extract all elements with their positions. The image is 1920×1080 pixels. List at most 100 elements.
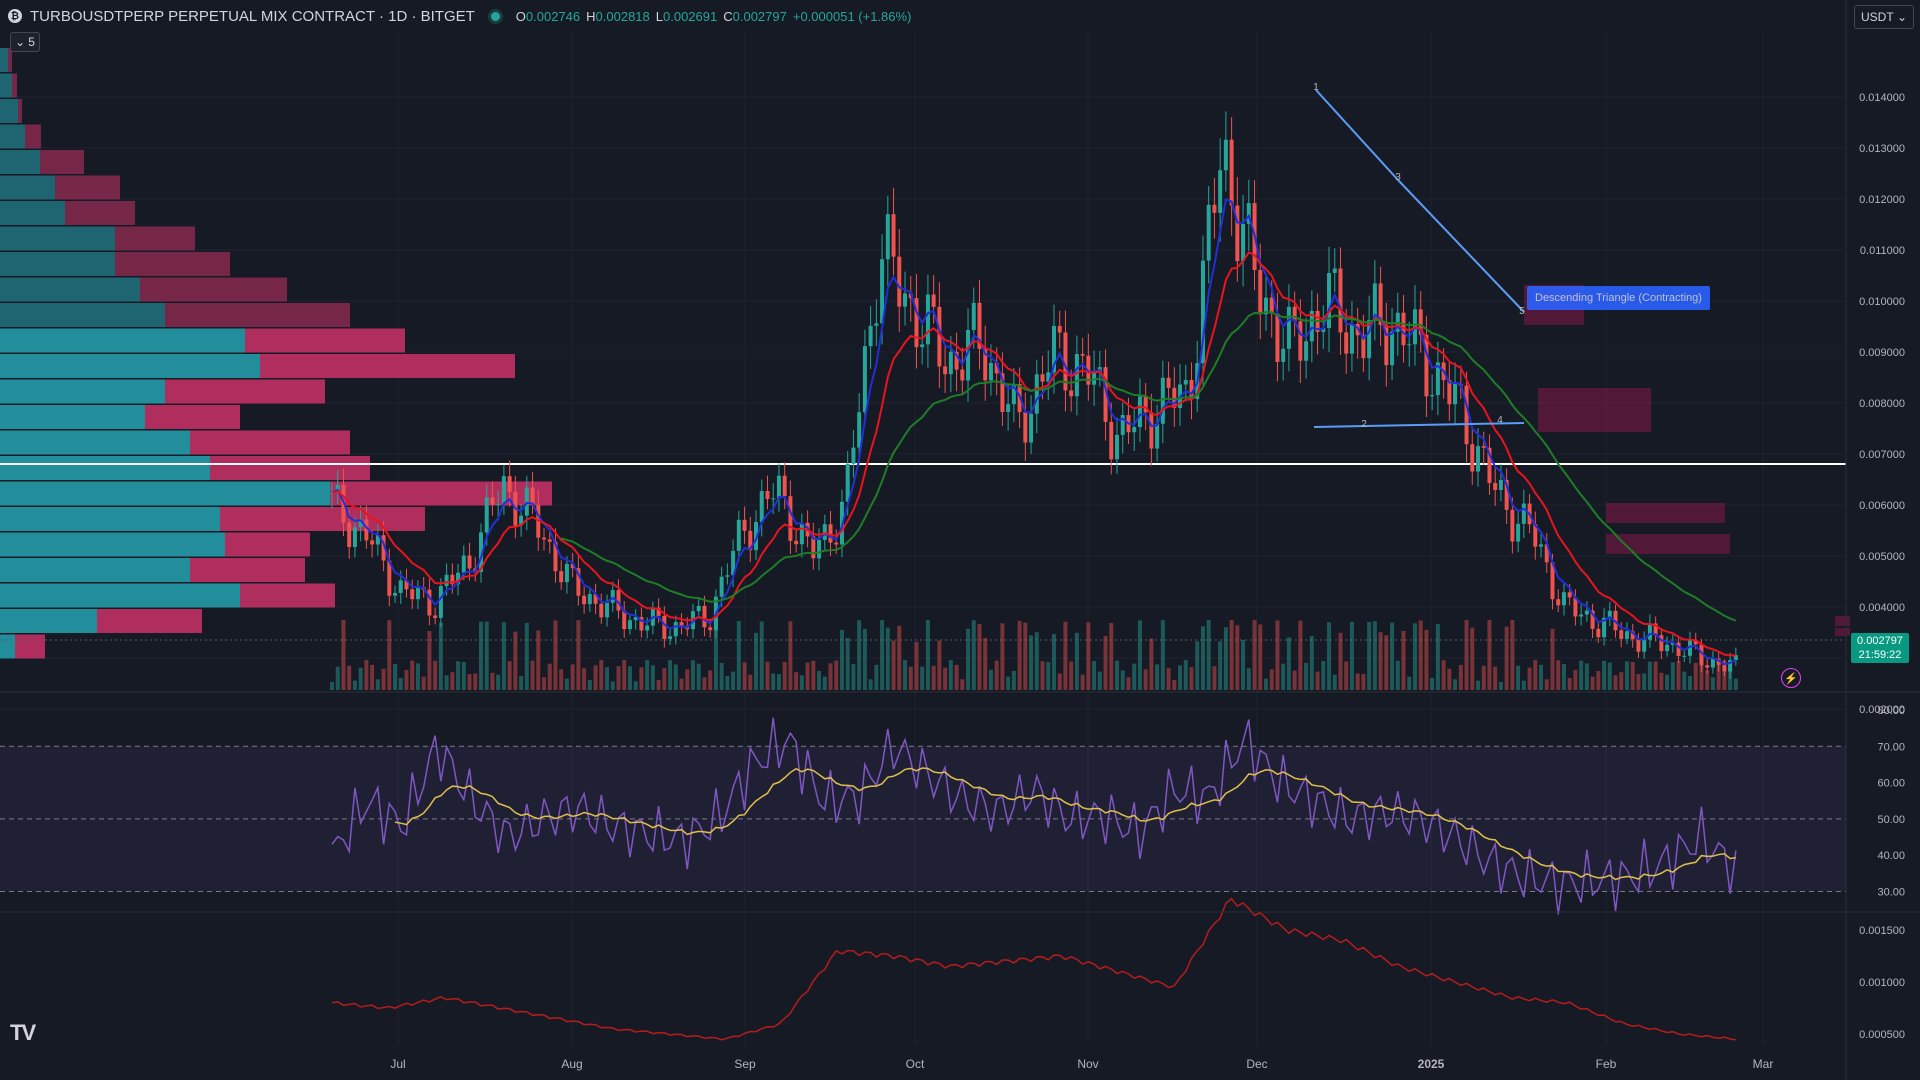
lower-tick-label: 0.000500: [1859, 1029, 1905, 1041]
candle-body: [622, 610, 627, 630]
volume-bar: [914, 641, 919, 690]
volume-bar: [1418, 620, 1423, 690]
candle-body: [1430, 395, 1435, 397]
volume-bar: [473, 673, 478, 690]
volume-bar: [1011, 670, 1016, 690]
candle-body: [845, 463, 850, 502]
volume-profile-down: [25, 124, 41, 149]
candle-body: [759, 491, 764, 523]
candle-body: [1561, 592, 1566, 606]
volume-bar: [885, 627, 890, 690]
lower-tick-label: 0.001500: [1859, 925, 1905, 937]
volume-bar: [530, 660, 535, 690]
candle-body: [1074, 354, 1079, 397]
volume-bar: [1263, 678, 1268, 690]
candle-body: [1390, 331, 1395, 366]
chevron-down-icon: ⌄: [1896, 10, 1907, 24]
candle-body: [748, 530, 753, 551]
volume-bar: [903, 660, 907, 690]
candle-body: [1384, 325, 1389, 366]
volume-bars: [330, 620, 1738, 690]
volume-bar: [988, 669, 993, 690]
rsi-tick-label: 50.00: [1877, 814, 1905, 826]
candle-body: [1464, 385, 1469, 445]
volume-bar: [690, 660, 695, 690]
volume-bar: [1699, 660, 1704, 690]
symbol-title[interactable]: TURBOUSDTPERP PERPETUAL MIX CONTRACT · 1…: [30, 7, 475, 25]
volume-bar: [1206, 620, 1211, 690]
candle-body: [599, 603, 604, 618]
volume-bar: [1401, 631, 1406, 690]
candle-body: [1596, 628, 1601, 638]
volume-profile-down: [165, 379, 325, 404]
candle-body: [358, 519, 363, 528]
volume-bar: [1281, 663, 1286, 690]
volume-bar: [1682, 671, 1687, 690]
candle-body: [484, 497, 489, 533]
volume-bar: [1521, 680, 1526, 690]
volume-bar: [908, 666, 913, 690]
volume-bar: [1487, 620, 1492, 690]
volume-profile-up: [0, 558, 190, 582]
candle-body: [410, 589, 415, 600]
market-status-icon[interactable]: [490, 11, 500, 21]
candle-body: [1676, 642, 1681, 657]
pattern-label[interactable]: Descending Triangle (Contracting): [1527, 286, 1710, 310]
candle-body: [1143, 396, 1148, 413]
volume-bar: [1596, 670, 1601, 690]
rsi-line: [331, 717, 1737, 915]
volume-bar: [501, 622, 506, 690]
candle-body: [570, 563, 575, 569]
volume-bar: [731, 671, 736, 690]
candle-body: [1418, 309, 1423, 335]
volume-bar: [799, 675, 804, 690]
candle-body: [656, 607, 661, 617]
volume-bar: [977, 624, 982, 690]
volume-bar: [1602, 660, 1607, 690]
candle-body: [1115, 434, 1120, 460]
volume-bar: [1218, 641, 1223, 690]
volume-profile-up: [0, 430, 190, 455]
volume-profile-down: [115, 226, 195, 251]
volume-profile-up: [0, 124, 25, 149]
volume-bar: [1046, 662, 1051, 690]
indicators-collapse-button[interactable]: ⌄ 5: [10, 32, 40, 52]
order-block-zone: [1835, 616, 1850, 626]
volume-bar: [656, 679, 661, 690]
volume-profile-down: [15, 634, 45, 659]
candle-body: [639, 617, 644, 631]
candle-body: [857, 412, 862, 448]
rsi-tick-label: 60.00: [1877, 778, 1905, 790]
triangle-pattern[interactable]: 1 2 3 4 5: [1313, 82, 1525, 430]
volume-bar: [948, 660, 953, 690]
candle-body: [524, 487, 529, 516]
volume-bar: [983, 637, 988, 690]
volume-bar: [622, 660, 627, 690]
time-tick-label: Mar: [1753, 1057, 1774, 1071]
volume-bar: [1550, 628, 1555, 690]
candle-body: [610, 590, 615, 603]
volume-bar: [1137, 620, 1142, 690]
currency-select[interactable]: USDT ⌄: [1854, 5, 1914, 29]
candle-body: [1332, 268, 1337, 273]
volume-bar: [599, 660, 604, 690]
alert-bolt-icon[interactable]: ⚡: [1781, 668, 1801, 688]
volume-bar: [1647, 661, 1652, 690]
volume-bar: [960, 679, 965, 690]
candle-body: [1521, 503, 1526, 524]
volume-bar: [771, 673, 776, 690]
volume-bar: [1029, 635, 1034, 690]
candle-body: [456, 572, 461, 585]
volume-profile-up: [0, 277, 140, 302]
candle-body: [1556, 599, 1561, 606]
volume-bar: [564, 678, 569, 690]
volume-bar: [966, 628, 971, 690]
candle-body: [1258, 269, 1263, 315]
pattern-point-label: 5: [1519, 306, 1525, 317]
candle-body: [822, 524, 827, 540]
volume-bar: [1315, 671, 1320, 690]
candle-body: [370, 540, 375, 545]
last-price-badge: 0.002797 21:59:22: [1851, 633, 1909, 663]
candle-body: [587, 594, 592, 605]
